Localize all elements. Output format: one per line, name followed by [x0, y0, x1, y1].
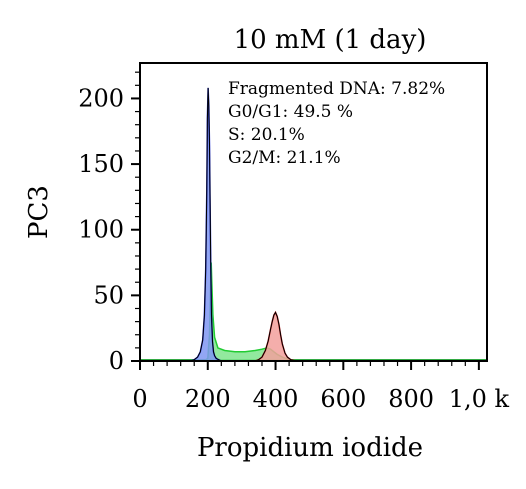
g2m-outline — [255, 311, 297, 362]
chart-title: 10 mM (1 day) — [234, 25, 427, 55]
plot-frame — [139, 62, 488, 362]
y-axis: 0 50 100 150 200 — [78, 71, 140, 375]
y-tick-label: 150 — [78, 150, 124, 178]
y-tick-label: 100 — [78, 216, 124, 244]
plot-series — [140, 87, 487, 362]
x-axis: 0 200 400 600 800 1,0 k — [132, 361, 509, 413]
g0g1-outline — [190, 87, 222, 362]
y-tick-label: 0 — [109, 347, 124, 375]
series-area-g2-m — [255, 312, 296, 361]
annotation-line: G2/M: 21.1% — [228, 148, 341, 168]
series-area-g0-g1 — [190, 87, 222, 362]
x-tick-label: 0 — [132, 385, 147, 413]
y-tick-label: 50 — [93, 281, 124, 309]
y-tick-label: 200 — [78, 84, 124, 112]
x-axis-label: Propidium iodide — [197, 433, 423, 463]
x-tick-label: 1,0 k — [449, 385, 510, 413]
annotation-line: S: 20.1% — [228, 125, 305, 145]
x-tick-label: 200 — [185, 385, 231, 413]
x-tick-label: 600 — [320, 385, 366, 413]
stats-annotations: Fragmented DNA: 7.82% G0/G1: 49.5 % S: 20.… — [228, 79, 445, 168]
y-axis-label: PC3 — [24, 185, 54, 239]
annotation-line: Fragmented DNA: 7.82% — [228, 79, 445, 99]
x-tick-label: 400 — [253, 385, 299, 413]
annotation-line: G0/G1: 49.5 % — [228, 102, 353, 122]
x-tick-label: 800 — [388, 385, 434, 413]
